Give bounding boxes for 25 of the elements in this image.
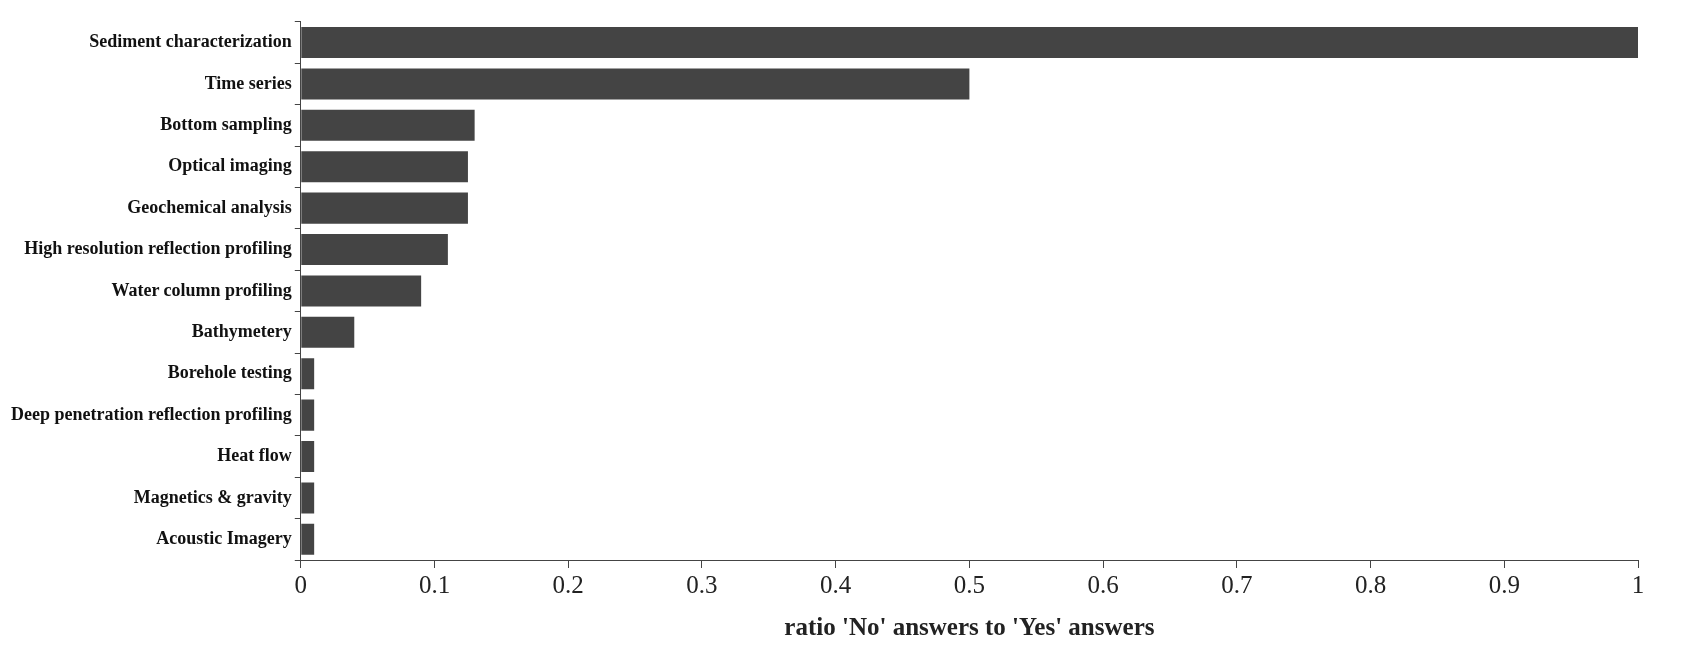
y-tick-label: Geochemical analysis: [127, 196, 292, 217]
y-tick-label: Heat flow: [217, 445, 292, 466]
y-tick-label: Water column profiling: [111, 279, 292, 300]
x-tick-label: 0.3: [686, 570, 718, 598]
y-tick-label: Optical imaging: [168, 155, 292, 176]
x-tick-label: 0.2: [552, 570, 584, 598]
x-tick-label: 0.6: [1087, 570, 1119, 598]
y-tick-label: Deep penetration reflection profiling: [11, 403, 292, 424]
x-tick-label: 0: [294, 570, 308, 598]
y-tick-label: Time series: [204, 72, 292, 93]
y-tick-label: Borehole testing: [167, 362, 292, 383]
x-tick-label: 1: [1631, 570, 1645, 598]
x-tick-label: 0.8: [1354, 570, 1387, 598]
y-tick-label: Acoustic Imagery: [156, 527, 292, 548]
y-tick-label: High resolution reflection profiling: [24, 238, 292, 259]
x-tick-label: 0.4: [820, 570, 852, 598]
y-tick-label: Bathymetery: [191, 320, 292, 341]
x-tick-label: 0.5: [953, 570, 986, 598]
x-tick-label: 0.9: [1488, 570, 1520, 598]
y-tick-label: Bottom sampling: [160, 113, 292, 134]
x-tick-label: 0.7: [1221, 570, 1253, 598]
y-tick-label: Sediment characterization: [89, 31, 292, 52]
y-tick-label: Magnetics & gravity: [133, 486, 292, 507]
x-axis-title: ratio 'No' answers to 'Yes' answers: [784, 613, 1155, 641]
x-tick-label: 0.1: [418, 570, 451, 598]
